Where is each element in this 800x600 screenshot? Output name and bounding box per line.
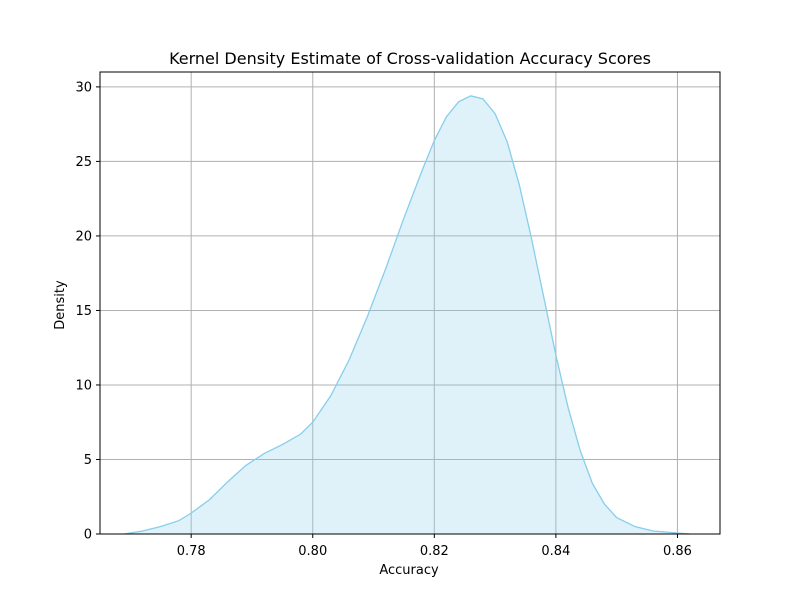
plot-frame <box>99 71 721 535</box>
x-tick-label: 0.86 <box>663 544 692 559</box>
x-tick-label: 0.80 <box>298 544 327 559</box>
y-tick-label: 5 <box>84 453 92 468</box>
density-line <box>124 95 690 535</box>
x-tick-label: 0.84 <box>541 544 570 559</box>
ticks-layer: 0.78 0.80 0.82 0.84 0.86 0 5 10 15 20 25 30 <box>75 80 691 559</box>
y-axis-label: Density <box>53 280 68 330</box>
y-tick-label: 20 <box>75 229 92 244</box>
y-tick-label: 15 <box>75 304 92 319</box>
x-tick-label: 0.82 <box>420 544 449 559</box>
y-tick-label: 0 <box>84 528 92 543</box>
y-tick-label: 10 <box>75 378 92 393</box>
x-tick-label: 0.78 <box>177 544 206 559</box>
density-fill <box>124 95 690 535</box>
area-layer <box>124 95 690 535</box>
y-tick-label: 25 <box>75 155 92 170</box>
y-tick-label: 30 <box>75 80 92 95</box>
axes-layer <box>99 71 721 535</box>
chart-title: Kernel Density Estimate of Cross-validat… <box>169 49 651 68</box>
x-axis-label: Accuracy <box>379 563 439 578</box>
